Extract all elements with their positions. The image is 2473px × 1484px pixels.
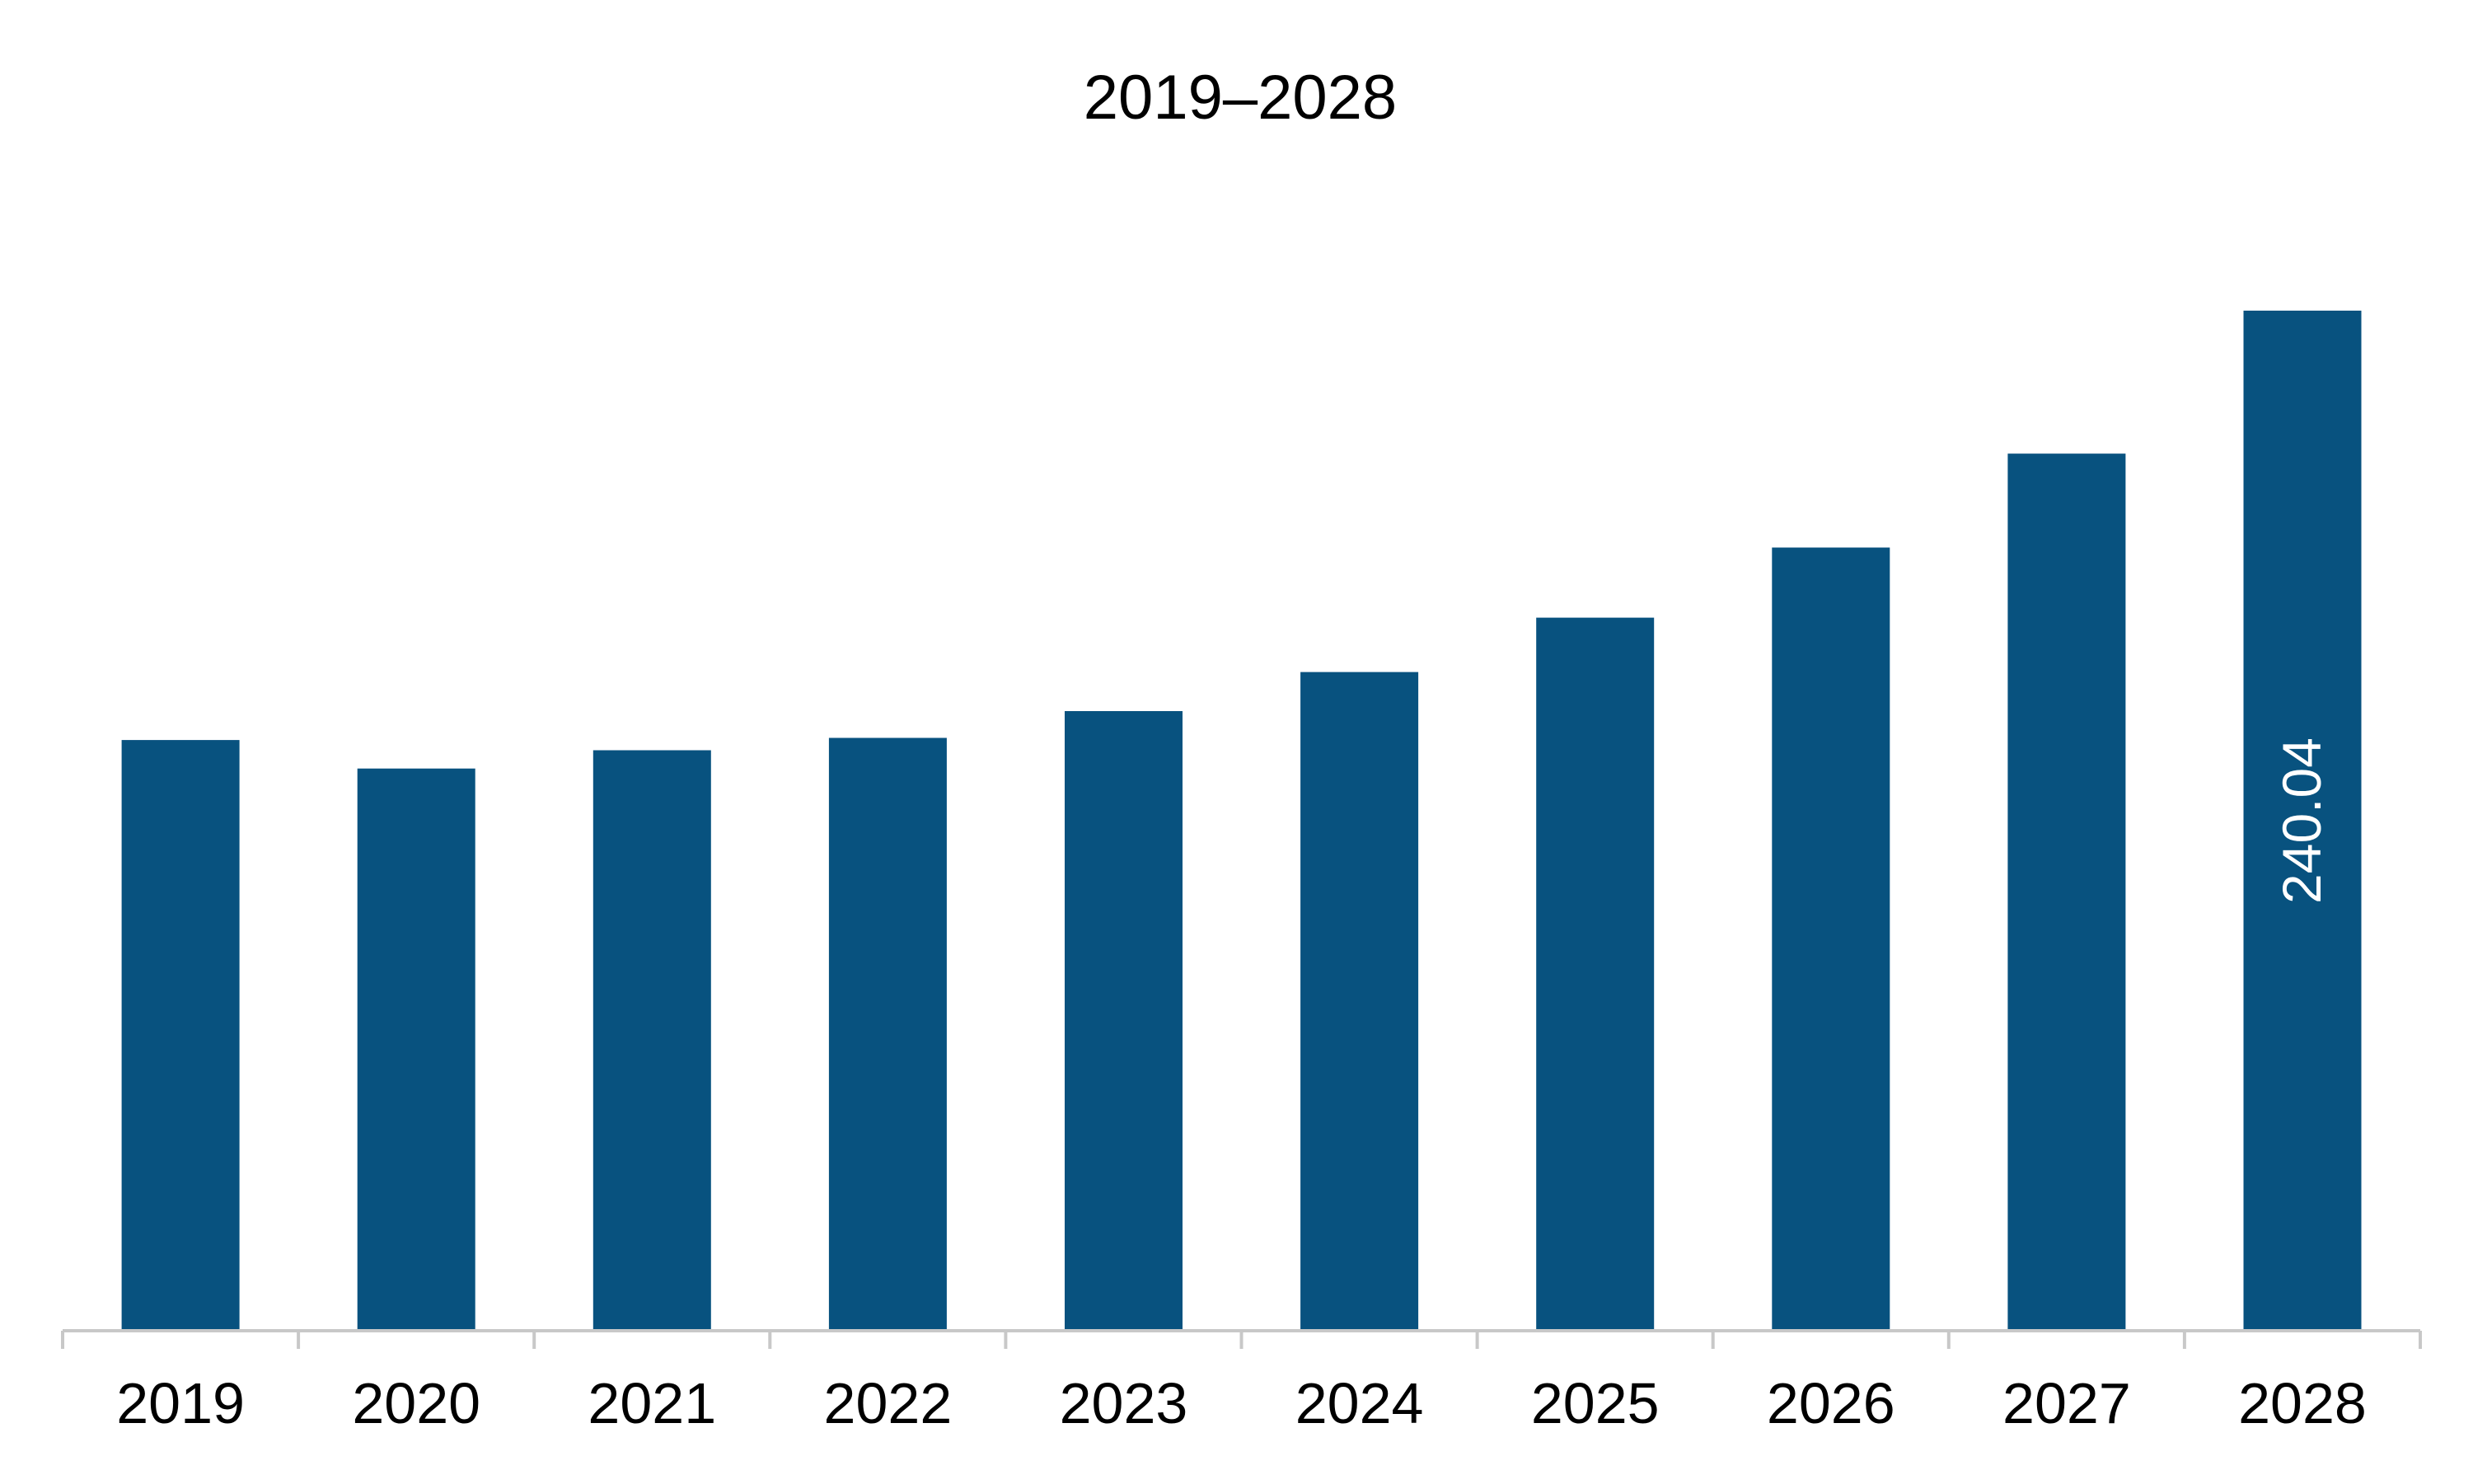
- bar-2024: [1300, 672, 1419, 1331]
- bar-2022: [828, 737, 947, 1331]
- bar-2025: [1536, 617, 1655, 1331]
- x-tick-label-2027: 2027: [2002, 1371, 2131, 1435]
- x-tick-label-2023: 2023: [1060, 1371, 1188, 1435]
- bar-2019: [121, 740, 240, 1331]
- data-label-2028: 240.04: [2271, 737, 2332, 904]
- bar-2027: [2007, 453, 2126, 1331]
- bar-2028: [2243, 311, 2362, 1331]
- bar-2020: [357, 768, 475, 1331]
- x-tick-label-2025: 2025: [1531, 1371, 1660, 1435]
- bar-2023: [1065, 711, 1183, 1331]
- x-tick-label-2024: 2024: [1295, 1371, 1424, 1435]
- x-axis: [61, 1329, 2422, 1349]
- x-tick-label-2028: 2028: [2238, 1371, 2367, 1435]
- tick-labels: 2019 2020 2021 2022 2023 2024 2025 2026 2027 2028: [116, 1371, 2367, 1435]
- x-tick-label-2026: 2026: [1767, 1371, 1895, 1435]
- chart-title: 2019–2028: [1084, 63, 1397, 133]
- bar-2021: [592, 750, 711, 1331]
- bar-2026: [1772, 547, 1890, 1331]
- x-tick-label-2021: 2021: [588, 1371, 716, 1435]
- x-tick-label-2022: 2022: [824, 1371, 953, 1435]
- x-tick-label-2019: 2019: [116, 1371, 245, 1435]
- bars: 240.04: [121, 311, 2362, 1331]
- x-tick-label-2020: 2020: [352, 1371, 480, 1435]
